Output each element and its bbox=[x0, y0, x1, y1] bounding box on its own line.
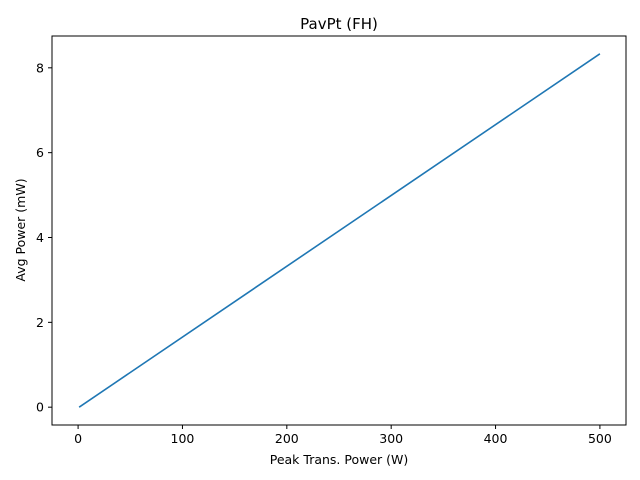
plot-frame bbox=[51, 35, 627, 426]
y-tick-label: 6 bbox=[36, 145, 44, 160]
x-tick-label: 0 bbox=[74, 431, 82, 446]
x-tick-label: 500 bbox=[588, 431, 612, 446]
chart-title: PavPt (FH) bbox=[300, 15, 378, 33]
series-line bbox=[78, 53, 601, 408]
x-axis-label: Peak Trans. Power (W) bbox=[270, 452, 409, 467]
y-tick-label: 2 bbox=[36, 315, 44, 330]
x-tick-label: 200 bbox=[275, 431, 299, 446]
y-axis-ticks: 0 2 4 6 8 bbox=[36, 60, 52, 415]
y-tick-label: 8 bbox=[36, 60, 44, 75]
x-axis-ticks: 0 100 200 300 400 500 bbox=[74, 425, 612, 446]
y-axis-label: Avg Power (mW) bbox=[13, 178, 28, 281]
x-tick-label: 100 bbox=[171, 431, 195, 446]
x-tick-label: 400 bbox=[484, 431, 508, 446]
y-tick-label: 0 bbox=[36, 400, 44, 415]
x-tick-label: 300 bbox=[379, 431, 403, 446]
series-layer bbox=[78, 53, 601, 408]
y-tick-label: 4 bbox=[36, 230, 44, 245]
